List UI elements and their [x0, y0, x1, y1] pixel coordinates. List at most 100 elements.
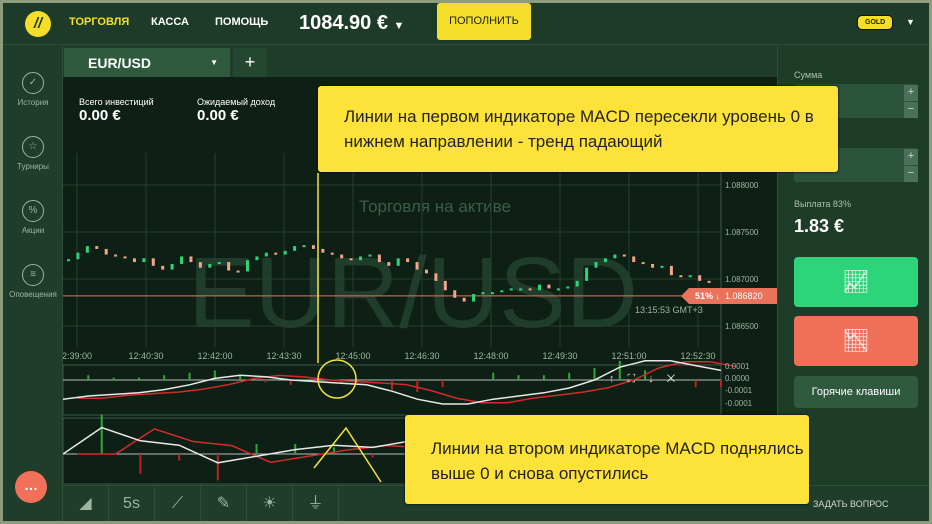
- total-investments: Всего инвестиций 0.00 €: [79, 97, 154, 124]
- nav-cashier[interactable]: КАССА: [151, 16, 189, 28]
- candle: [698, 275, 702, 281]
- current-price: 1.086820: [725, 291, 763, 301]
- sidebar-item-promotions[interactable]: % Акции: [3, 200, 63, 235]
- plug-icon[interactable]: ⏚: [293, 486, 339, 521]
- candle: [424, 269, 428, 274]
- callout-second-macd: Линии на втором индикаторе MACD поднялис…: [405, 415, 809, 504]
- list-icon: ≡: [22, 264, 44, 286]
- chart-down-icon: 📉︎: [842, 328, 870, 353]
- area-chart-icon[interactable]: ◢: [63, 486, 109, 521]
- candle: [227, 262, 231, 271]
- add-tab-button[interactable]: +: [233, 48, 267, 77]
- candle: [387, 262, 391, 266]
- timeframe-button[interactable]: 5s: [109, 486, 155, 521]
- candle: [104, 248, 108, 255]
- minus-button[interactable]: −: [904, 166, 918, 182]
- payout-label: Выплата 83%: [794, 199, 851, 209]
- plus-button[interactable]: +: [904, 149, 918, 165]
- sidebar-item-alerts[interactable]: ≡ Оповещения: [3, 264, 63, 299]
- candle: [330, 252, 334, 255]
- candle: [255, 256, 259, 261]
- time-tick: 12:49:30: [542, 351, 577, 361]
- macd-tick: -0.0001: [725, 386, 753, 395]
- sidebar-item-label: Турниры: [17, 162, 49, 171]
- balance-value: 1084.90 €: [299, 12, 388, 34]
- expected-income: Ожидаемый доход 0.00 €: [197, 97, 275, 124]
- callout-first-macd: Линии на первом индикаторе MACD пересекл…: [318, 86, 838, 172]
- indicator-controls: ↑⛶↓✕: [609, 373, 688, 386]
- account-menu-icon[interactable]: ▼: [906, 17, 915, 27]
- move-up-icon[interactable]: ↑: [609, 373, 628, 385]
- price-tick: 1.087000: [725, 275, 759, 284]
- candle: [594, 262, 598, 268]
- nav-help[interactable]: ПОМОЩЬ: [215, 16, 269, 28]
- expand-icon[interactable]: ⛶: [627, 373, 649, 385]
- candle: [170, 263, 174, 270]
- candle: [359, 256, 363, 261]
- candle: [509, 288, 513, 291]
- candle: [396, 258, 400, 266]
- candle: [547, 284, 551, 289]
- candle: [76, 252, 80, 260]
- candle: [500, 290, 504, 293]
- sidebar-item-history[interactable]: ✓ История: [3, 72, 63, 107]
- indicators-icon[interactable]: ⟋: [155, 486, 201, 521]
- brightness-icon[interactable]: ☀: [247, 486, 293, 521]
- tab-label: EUR/USD: [88, 55, 152, 71]
- drawing-icon[interactable]: ✎: [201, 486, 247, 521]
- ask-question-link[interactable]: ЗАДАТЬ ВОПРОС: [813, 499, 889, 509]
- hotkeys-button[interactable]: Горячие клавиши: [794, 376, 918, 408]
- candle: [67, 259, 70, 262]
- time-tick: 12:51:00: [611, 351, 646, 361]
- plus-button[interactable]: +: [904, 85, 918, 101]
- put-button[interactable]: 📉︎: [794, 316, 918, 366]
- time-tick: 12:42:00: [197, 351, 232, 361]
- candle: [434, 273, 438, 281]
- invest-label: Всего инвестиций: [79, 97, 154, 107]
- logo[interactable]: //: [25, 11, 51, 37]
- amount-label: Сумма: [794, 70, 823, 80]
- candle: [641, 262, 645, 265]
- topup-button[interactable]: ПОПОЛНИТЬ: [437, 3, 531, 40]
- candle: [556, 288, 560, 291]
- payout-value: 1.83 €: [794, 216, 845, 236]
- call-button[interactable]: 📈︎: [794, 257, 918, 307]
- percent-icon: %: [22, 200, 44, 222]
- candle: [264, 252, 268, 257]
- move-down-icon[interactable]: ↓: [648, 373, 667, 385]
- candle: [651, 263, 655, 268]
- sidebar-item-tournaments[interactable]: ☆ Турниры: [3, 136, 63, 171]
- current-price-tag: 51% ↓ 1.086820: [681, 288, 777, 304]
- candle: [198, 262, 202, 268]
- nav-trading[interactable]: ТОРГОВЛЯ: [69, 16, 130, 28]
- candle: [245, 260, 249, 272]
- candle: [311, 245, 315, 249]
- watermark: EUR/USD: [188, 237, 638, 349]
- candle: [132, 258, 136, 263]
- candle: [613, 254, 617, 259]
- candle: [114, 254, 118, 257]
- candle: [528, 288, 532, 291]
- invest-value: 0.00 €: [79, 107, 121, 124]
- candle: [688, 275, 692, 278]
- candle: [274, 252, 278, 255]
- check-circle-icon: ✓: [22, 72, 44, 94]
- balance[interactable]: 1084.90 € ▼: [299, 12, 404, 35]
- candle: [415, 262, 419, 270]
- candle: [406, 258, 410, 263]
- candle: [472, 294, 476, 302]
- chevron-down-icon[interactable]: ▼: [210, 58, 218, 67]
- close-icon[interactable]: ✕: [666, 373, 689, 385]
- chat-button[interactable]: …: [15, 471, 47, 503]
- candle: [85, 246, 89, 253]
- minus-button[interactable]: −: [904, 102, 918, 118]
- candle: [283, 250, 287, 255]
- tab-eur-usd[interactable]: EUR/USD ▼: [64, 48, 230, 77]
- candle: [368, 254, 372, 257]
- candle: [142, 258, 146, 263]
- sidebar-item-label: Оповещения: [9, 290, 57, 299]
- time-tick: 12:52:30: [680, 351, 715, 361]
- candle: [123, 256, 127, 259]
- candle: [679, 275, 683, 278]
- candle: [95, 246, 99, 249]
